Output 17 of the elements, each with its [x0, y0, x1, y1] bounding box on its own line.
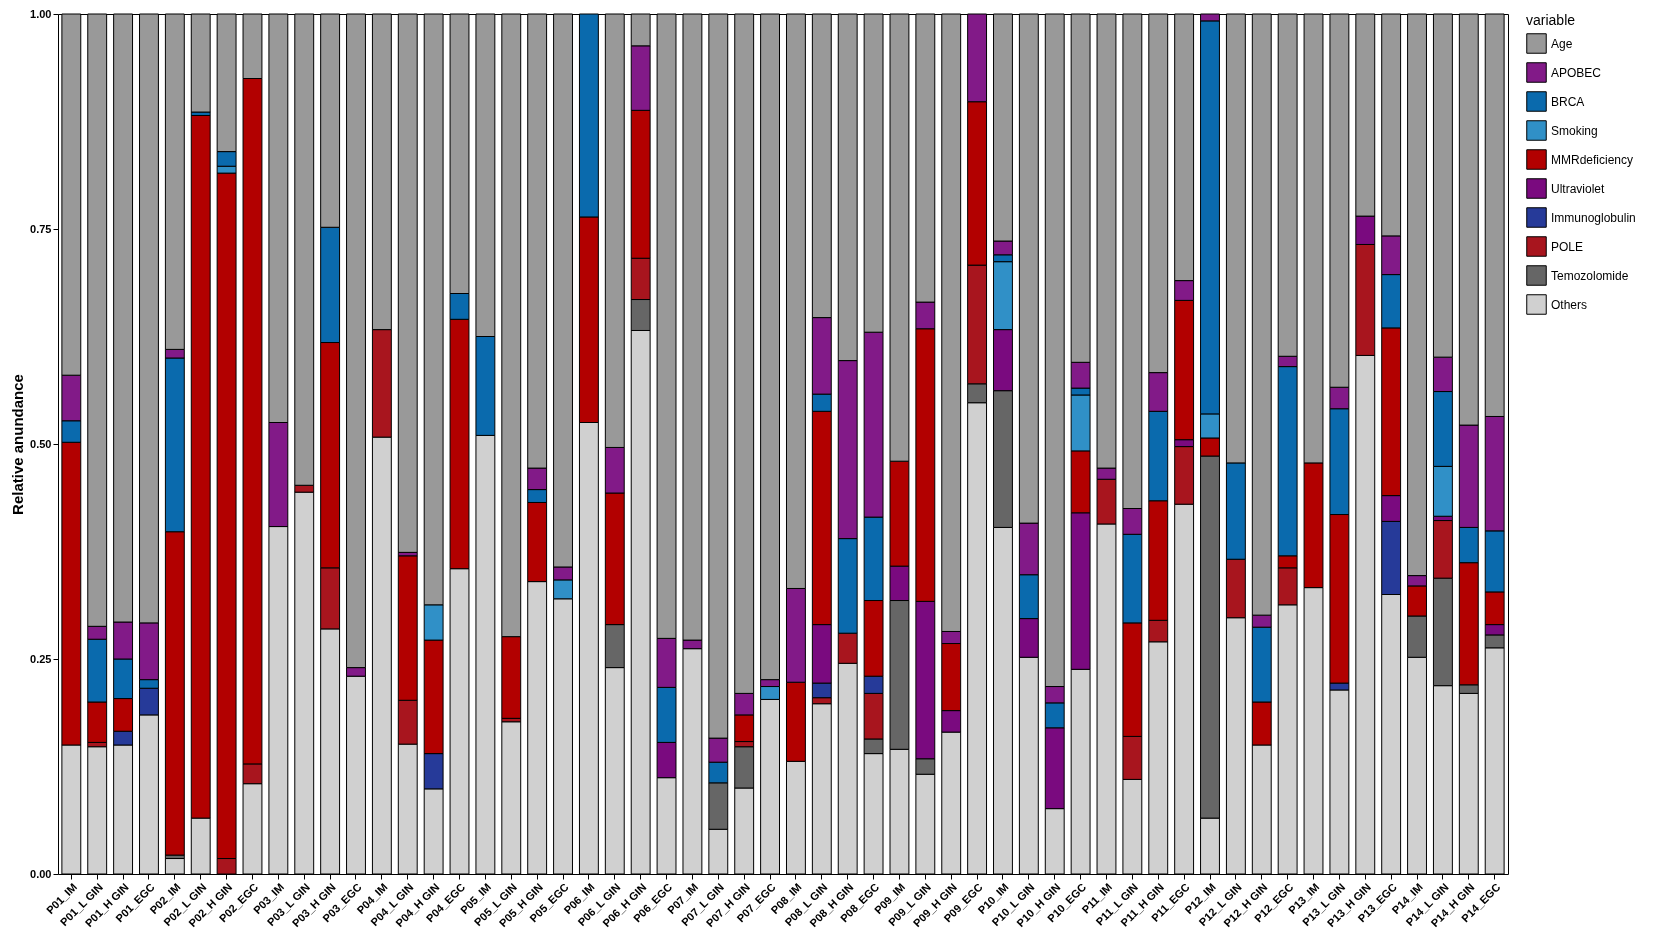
legend-label: BRCA [1551, 94, 1585, 109]
y-tick-label: 0.75 [30, 222, 52, 235]
y-tick-label: 0.50 [30, 437, 52, 450]
legend-label: Immunoglobulin [1551, 210, 1636, 225]
legend-label: Others [1551, 297, 1588, 312]
legend-label: Temozolomide [1551, 268, 1629, 283]
legend-label: MMRdeficiency [1551, 152, 1634, 167]
legend-label: POLE [1551, 239, 1584, 254]
y-tick-label: 0.25 [30, 652, 52, 665]
legend-label: Ultraviolet [1551, 181, 1606, 196]
legend-title: variable [1526, 12, 1576, 28]
legend-label: Smoking [1551, 123, 1598, 138]
legend-label: APOBEC [1551, 65, 1602, 80]
y-axis-title: Relative anundance [9, 374, 27, 515]
y-tick-label: 1.00 [30, 7, 52, 20]
legend-label: Age [1551, 36, 1573, 51]
y-tick-label: 0.00 [30, 867, 52, 880]
